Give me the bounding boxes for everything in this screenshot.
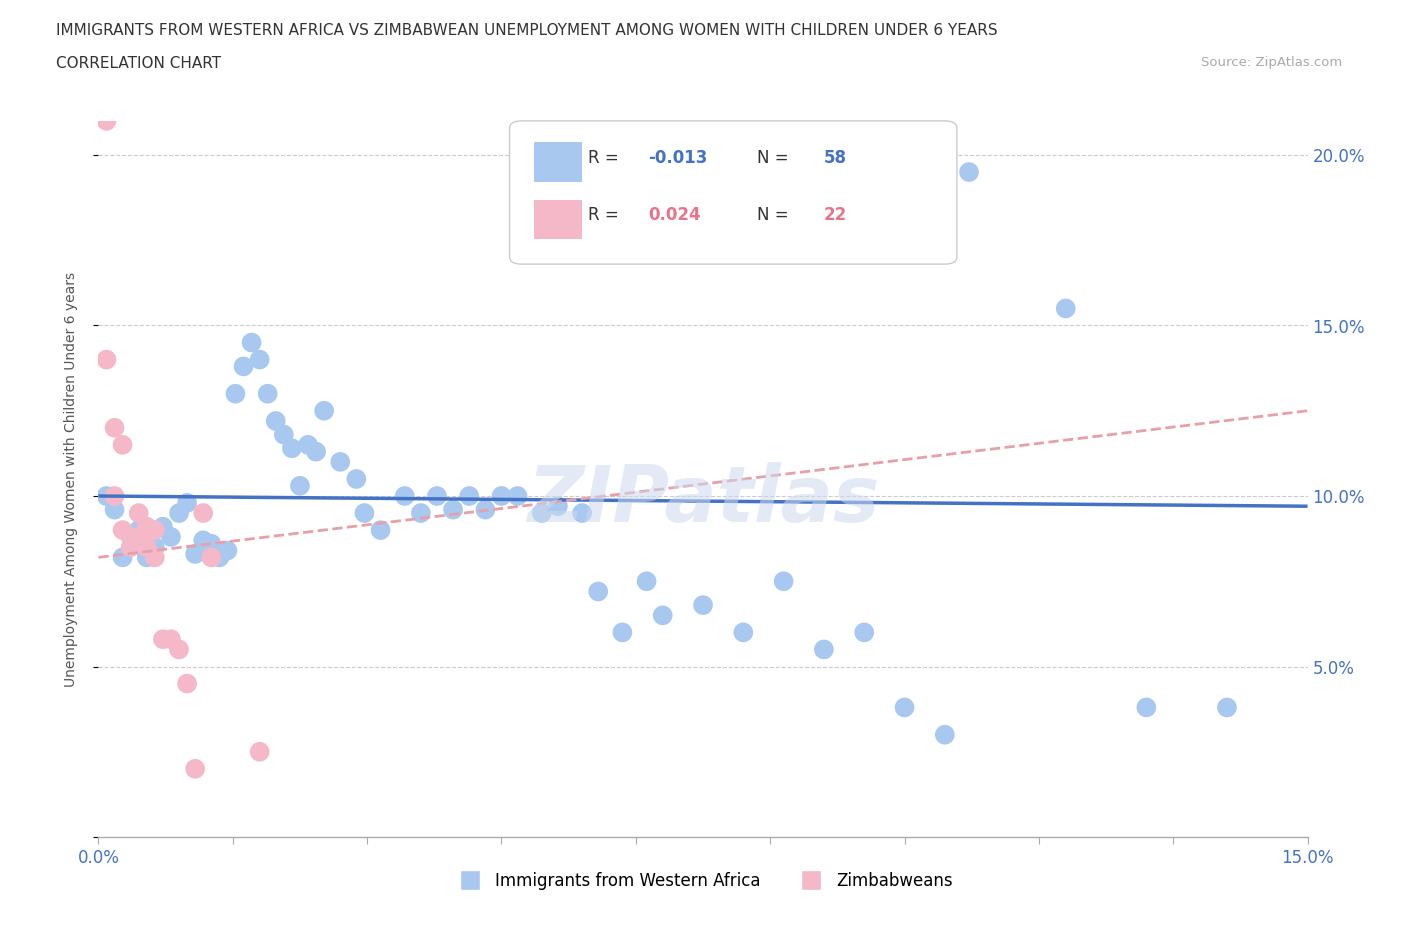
Point xyxy=(491,488,513,503)
Point xyxy=(184,762,207,777)
Point xyxy=(394,488,416,503)
Point xyxy=(426,488,449,503)
Point xyxy=(143,523,166,538)
Point xyxy=(474,502,496,517)
Point xyxy=(128,529,150,544)
Point xyxy=(120,529,142,544)
Point xyxy=(249,352,271,367)
Point xyxy=(128,506,150,521)
Point xyxy=(692,598,714,613)
Point xyxy=(256,386,278,401)
Point xyxy=(103,488,125,503)
Point xyxy=(586,584,609,599)
Point xyxy=(111,523,134,538)
Text: CORRELATION CHART: CORRELATION CHART xyxy=(56,56,221,71)
Point xyxy=(458,488,481,503)
Point xyxy=(184,547,207,562)
Y-axis label: Unemployment Among Women with Children Under 6 years: Unemployment Among Women with Children U… xyxy=(63,272,77,686)
Point xyxy=(441,502,464,517)
Point xyxy=(329,455,352,470)
Point xyxy=(167,506,190,521)
Point xyxy=(353,506,375,521)
Text: R =: R = xyxy=(588,206,624,224)
Point xyxy=(249,744,271,759)
Point xyxy=(135,539,157,554)
Point xyxy=(96,488,118,503)
Point xyxy=(273,427,295,442)
Point xyxy=(506,488,529,503)
Point xyxy=(176,496,198,511)
Point xyxy=(143,550,166,565)
Point xyxy=(409,506,432,521)
Point xyxy=(111,550,134,565)
FancyBboxPatch shape xyxy=(534,142,582,181)
Point xyxy=(636,574,658,589)
Point xyxy=(305,445,328,459)
Point xyxy=(96,113,118,128)
Text: IMMIGRANTS FROM WESTERN AFRICA VS ZIMBABWEAN UNEMPLOYMENT AMONG WOMEN WITH CHILD: IMMIGRANTS FROM WESTERN AFRICA VS ZIMBAB… xyxy=(56,23,998,38)
Point xyxy=(208,550,231,565)
Point xyxy=(167,642,190,657)
Point xyxy=(120,539,142,554)
Point xyxy=(547,498,569,513)
Point xyxy=(297,437,319,452)
Point xyxy=(571,506,593,521)
Point xyxy=(264,414,287,429)
Point xyxy=(135,550,157,565)
FancyBboxPatch shape xyxy=(509,121,957,264)
Point xyxy=(96,352,118,367)
Point xyxy=(957,165,980,179)
Text: Source: ZipAtlas.com: Source: ZipAtlas.com xyxy=(1202,56,1343,69)
Point xyxy=(135,519,157,534)
Point xyxy=(111,437,134,452)
Point xyxy=(160,631,183,646)
Text: N =: N = xyxy=(758,206,794,224)
Point xyxy=(176,676,198,691)
Point xyxy=(224,386,246,401)
Legend: Immigrants from Western Africa, Zimbabweans: Immigrants from Western Africa, Zimbabwe… xyxy=(447,865,959,897)
Point xyxy=(344,472,367,486)
Point xyxy=(103,420,125,435)
Point xyxy=(232,359,254,374)
Point xyxy=(893,700,915,715)
Point xyxy=(772,574,794,589)
Point xyxy=(733,625,755,640)
Text: 58: 58 xyxy=(824,149,846,167)
Point xyxy=(314,404,336,418)
Text: -0.013: -0.013 xyxy=(648,149,709,167)
Point xyxy=(120,529,142,544)
Point xyxy=(1054,301,1077,316)
Point xyxy=(288,478,311,493)
Point xyxy=(240,335,263,350)
Text: 0.024: 0.024 xyxy=(648,206,702,224)
Point xyxy=(193,506,215,521)
Point xyxy=(160,529,183,544)
Point xyxy=(1216,700,1239,715)
Point xyxy=(152,631,174,646)
Point xyxy=(193,533,215,548)
Point xyxy=(128,523,150,538)
Point xyxy=(143,539,166,554)
Point xyxy=(103,502,125,517)
Point xyxy=(281,441,304,456)
Point xyxy=(934,727,956,742)
Point xyxy=(651,608,673,623)
Point xyxy=(612,625,634,640)
Text: R =: R = xyxy=(588,149,624,167)
Text: 22: 22 xyxy=(824,206,848,224)
Point xyxy=(530,506,553,521)
Text: ZIPatlas: ZIPatlas xyxy=(527,462,879,538)
Point xyxy=(370,523,392,538)
Point xyxy=(1135,700,1157,715)
Point xyxy=(853,625,876,640)
Point xyxy=(200,537,222,551)
Point xyxy=(217,543,239,558)
FancyBboxPatch shape xyxy=(534,200,582,239)
Point xyxy=(200,550,222,565)
Point xyxy=(813,642,835,657)
Text: N =: N = xyxy=(758,149,794,167)
Point xyxy=(152,519,174,534)
